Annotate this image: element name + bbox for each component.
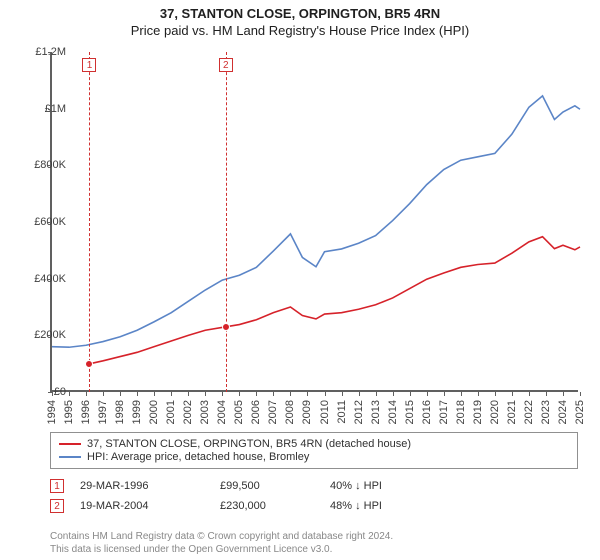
x-tick-label: 2003 <box>199 400 211 424</box>
y-tick-label: £0 <box>54 386 66 398</box>
x-tick-label: 2008 <box>284 400 296 424</box>
x-tick-label: 1994 <box>46 400 58 424</box>
chart-legend: 37, STANTON CLOSE, ORPINGTON, BR5 4RN (d… <box>50 432 578 469</box>
x-tick-label: 1996 <box>80 400 92 424</box>
x-tick-label: 2025 <box>574 400 586 424</box>
chart-footer: Contains HM Land Registry data © Crown c… <box>50 530 393 556</box>
transaction-marker-box: 1 <box>82 58 96 72</box>
transaction-pct: 48% ↓ HPI <box>330 500 390 512</box>
x-tick-label: 2014 <box>387 400 399 424</box>
transaction-marker: 2 <box>50 499 64 513</box>
transaction-point <box>85 360 93 368</box>
x-tick-label: 2002 <box>182 400 194 424</box>
series-line-property <box>89 237 580 364</box>
x-tick-label: 2005 <box>233 400 245 424</box>
chart-lines-svg <box>52 52 580 392</box>
transaction-date: 19-MAR-2004 <box>80 500 220 512</box>
legend-item-hpi: HPI: Average price, detached house, Brom… <box>59 451 569 463</box>
x-tick-label: 2024 <box>557 400 569 424</box>
transaction-date: 29-MAR-1996 <box>80 480 220 492</box>
transaction-vline <box>226 52 227 392</box>
x-tick-label: 2001 <box>165 400 177 424</box>
chart-title: 37, STANTON CLOSE, ORPINGTON, BR5 4RN <box>0 6 600 21</box>
transaction-row: 2 19-MAR-2004 £230,000 48% ↓ HPI <box>50 496 578 516</box>
legend-swatch-hpi <box>59 456 81 458</box>
x-tick-label: 1995 <box>63 400 75 424</box>
transaction-pct: 40% ↓ HPI <box>330 480 390 492</box>
transaction-marker-box: 2 <box>219 58 233 72</box>
transaction-price: £230,000 <box>220 500 330 512</box>
x-tick-label: 2012 <box>353 400 365 424</box>
y-tick-label: £1M <box>45 103 66 115</box>
transaction-marker: 1 <box>50 479 64 493</box>
series-line-hpi <box>52 96 580 347</box>
x-tick-label: 2011 <box>336 400 348 424</box>
legend-item-property: 37, STANTON CLOSE, ORPINGTON, BR5 4RN (d… <box>59 438 569 450</box>
x-tick-label: 2000 <box>148 400 160 424</box>
x-tick-label: 2006 <box>250 400 262 424</box>
y-tick-label: £1.2M <box>35 46 66 58</box>
x-tick-label: 2023 <box>540 400 552 424</box>
transaction-price: £99,500 <box>220 480 330 492</box>
x-tick-label: 2015 <box>404 400 416 424</box>
x-tick-label: 2019 <box>472 400 484 424</box>
chart-title-block: 37, STANTON CLOSE, ORPINGTON, BR5 4RN Pr… <box>0 0 600 38</box>
footer-line1: Contains HM Land Registry data © Crown c… <box>50 530 393 543</box>
x-tick-label: 2021 <box>506 400 518 424</box>
chart-subtitle: Price paid vs. HM Land Registry's House … <box>0 23 600 38</box>
transaction-row: 1 29-MAR-1996 £99,500 40% ↓ HPI <box>50 476 578 496</box>
x-tick-label: 2020 <box>489 400 501 424</box>
footer-line2: This data is licensed under the Open Gov… <box>50 543 393 556</box>
y-tick-label: £800K <box>34 159 66 171</box>
y-tick-label: £200K <box>34 329 66 341</box>
x-tick-label: 2013 <box>370 400 382 424</box>
x-tick-label: 2016 <box>421 400 433 424</box>
transaction-table: 1 29-MAR-1996 £99,500 40% ↓ HPI 2 19-MAR… <box>50 476 578 516</box>
x-tick-label: 2009 <box>301 400 313 424</box>
chart-plot-area: 12 <box>50 52 578 392</box>
y-tick-label: £400K <box>34 273 66 285</box>
x-tick-label: 2022 <box>523 400 535 424</box>
x-tick-label: 1999 <box>131 400 143 424</box>
y-tick-label: £600K <box>34 216 66 228</box>
x-tick-label: 2004 <box>216 400 228 424</box>
x-tick-label: 2018 <box>455 400 467 424</box>
transaction-vline <box>89 52 90 392</box>
x-tick-label: 2010 <box>319 400 331 424</box>
x-tick-label: 1998 <box>114 400 126 424</box>
legend-label-hpi: HPI: Average price, detached house, Brom… <box>87 451 309 463</box>
x-tick-label: 2007 <box>267 400 279 424</box>
legend-swatch-property <box>59 443 81 445</box>
transaction-point <box>222 323 230 331</box>
x-tick-label: 2017 <box>438 400 450 424</box>
legend-label-property: 37, STANTON CLOSE, ORPINGTON, BR5 4RN (d… <box>87 438 411 450</box>
x-tick-label: 1997 <box>97 400 109 424</box>
